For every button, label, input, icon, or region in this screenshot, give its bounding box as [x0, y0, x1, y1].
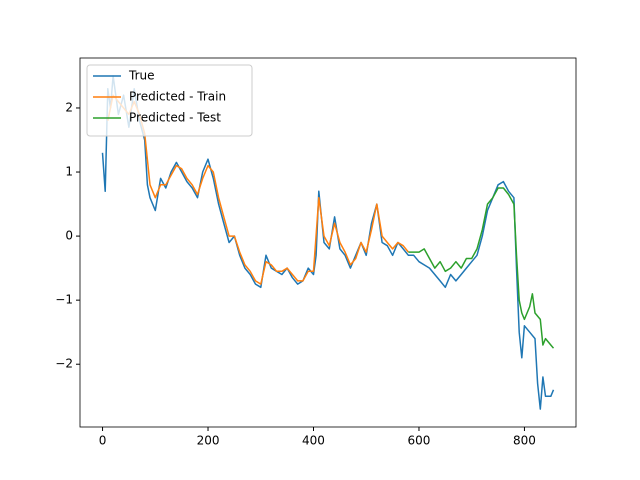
- x-tick-label: 200: [197, 434, 220, 448]
- line-series: [408, 187, 555, 349]
- x-tick-label: 800: [513, 434, 536, 448]
- y-tick-label: −2: [55, 357, 73, 371]
- plot-frame: [79, 57, 577, 428]
- line-series: [107, 94, 409, 285]
- y-tick-label: −1: [55, 293, 73, 307]
- x-tick-label: 600: [408, 434, 431, 448]
- y-tick-label: 2: [65, 100, 73, 114]
- x-tick-label: 400: [302, 434, 325, 448]
- legend-label: Predicted - Train: [129, 90, 226, 104]
- y-tick-label: 0: [65, 229, 73, 243]
- legend-label: Predicted - Test: [129, 111, 221, 125]
- legend-box: [86, 64, 253, 137]
- x-tick-label: 0: [99, 434, 107, 448]
- legend-label: True: [128, 69, 155, 83]
- y-tick-label: 1: [65, 165, 73, 179]
